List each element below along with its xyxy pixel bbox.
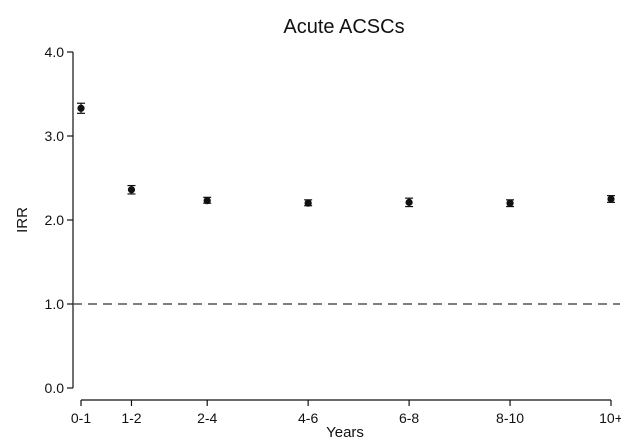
data-point (203, 197, 211, 205)
data-point (77, 104, 85, 112)
data-point (304, 199, 312, 207)
y-tick-label: 4.0 (45, 44, 65, 60)
data-point (127, 186, 136, 194)
y-tick-label: 2.0 (45, 212, 65, 228)
x-tick-label: 0-1 (71, 410, 91, 426)
data-points (77, 102, 615, 208)
data-point (405, 198, 413, 206)
chart-title: Acute ACSCs (283, 16, 404, 38)
x-axis: 0-1 1-2 2-4 4-6 6-8 8-10 10+ (71, 399, 621, 426)
data-point (607, 195, 615, 203)
x-tick-label: 1-2 (121, 410, 141, 426)
y-tick-label: 1.0 (45, 296, 65, 312)
x-tick-label: 2-4 (197, 410, 217, 426)
x-axis-label: Years (326, 424, 364, 439)
data-point (506, 199, 514, 207)
x-tick-label: 10+ (599, 410, 621, 426)
y-tick-label: 3.0 (45, 128, 65, 144)
y-axis-label: IRR (14, 207, 31, 233)
y-axis: 0.0 1.0 2.0 3.0 4.0 (45, 44, 74, 396)
x-tick-label: 4-6 (298, 410, 318, 426)
y-tick-label: 0.0 (45, 380, 65, 396)
x-tick-label: 6-8 (399, 410, 419, 426)
x-tick-label: 8-10 (496, 410, 524, 426)
